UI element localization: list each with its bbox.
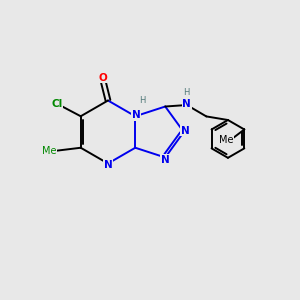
Text: N: N <box>132 110 141 120</box>
Text: N: N <box>103 160 112 170</box>
Text: Cl: Cl <box>51 99 62 109</box>
Text: H: H <box>139 96 145 105</box>
Text: H: H <box>183 88 189 97</box>
Text: Me: Me <box>42 146 57 156</box>
Text: N: N <box>181 126 189 136</box>
Text: N: N <box>161 155 170 165</box>
Text: N: N <box>182 99 191 110</box>
Text: Me: Me <box>219 135 234 145</box>
Text: O: O <box>98 73 107 83</box>
